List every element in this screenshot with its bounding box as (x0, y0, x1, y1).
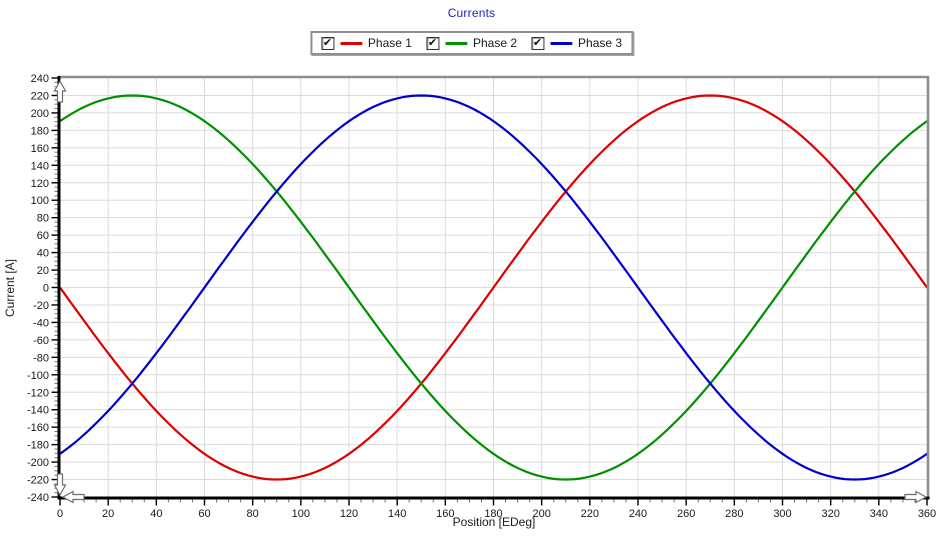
x-tick-label: 200 (532, 508, 550, 520)
phase2-checkbox[interactable]: ✔ (425, 36, 439, 50)
x-tick-label: 240 (629, 508, 647, 520)
y-tick-label: 200 (31, 108, 49, 120)
series-curve-1 (58, 94, 929, 481)
phase1-checkbox[interactable]: ✔ (320, 36, 334, 50)
pan-left-arrow-icon[interactable] (61, 490, 85, 504)
x-tick-label: 120 (340, 508, 358, 520)
x-tick-label: 60 (198, 508, 210, 520)
y-tick-label: 20 (37, 265, 49, 277)
x-tick-label: 80 (247, 508, 259, 520)
x-tick-label: 340 (870, 508, 888, 520)
pan-down-arrow-icon[interactable] (53, 473, 67, 497)
y-tick-label: -220 (27, 475, 49, 487)
x-tick-label: 100 (292, 508, 310, 520)
phase2-line-swatch (444, 41, 467, 45)
phase3-checkbox[interactable]: ✔ (531, 36, 545, 50)
y-tick-label: 120 (31, 178, 49, 190)
legend-item-phase1[interactable]: ✔ Phase 1 (320, 36, 412, 50)
y-tick-label: 0 (43, 283, 49, 295)
y-tick-label: -120 (27, 387, 49, 399)
y-tick-label: 80 (37, 213, 49, 225)
y-tick-label: 140 (31, 160, 49, 172)
y-tick-label: 180 (31, 125, 49, 137)
x-tick-label: 20 (102, 508, 114, 520)
y-tick-label: -60 (33, 335, 49, 347)
y-tick-label: -80 (33, 352, 49, 364)
x-tick-label: 180 (484, 508, 502, 520)
pan-right-arrow-icon[interactable] (904, 490, 928, 504)
x-tick-label: 220 (581, 508, 599, 520)
phase1-line-swatch (339, 41, 362, 45)
x-axis-title: Position [EDeg] (452, 515, 536, 529)
y-tick-label: -100 (27, 370, 49, 382)
y-tick-label: 240 (31, 73, 49, 85)
y-tick-label: 60 (37, 230, 49, 242)
phase3-label: Phase 3 (578, 36, 623, 50)
x-tick-label: 260 (677, 508, 695, 520)
x-tick-label: 140 (388, 508, 406, 520)
x-tick-label: 280 (725, 508, 743, 520)
y-tick-label: -40 (33, 317, 49, 329)
phase2-label: Phase 2 (472, 36, 518, 50)
y-tick-label: 100 (31, 195, 49, 207)
y-tick-label: -20 (33, 300, 49, 312)
y-tick-label: -160 (27, 422, 49, 434)
y-tick-label: -240 (27, 492, 49, 504)
series-curve-2 (58, 94, 929, 481)
y-tick-label: 220 (31, 90, 49, 102)
pan-up-arrow-icon[interactable] (53, 79, 67, 103)
x-tick-label: 40 (150, 508, 162, 520)
x-tick-label: 360 (918, 508, 936, 520)
phase3-line-swatch (550, 41, 573, 45)
x-tick-label: 320 (821, 508, 839, 520)
legend-item-phase3[interactable]: ✔ Phase 3 (531, 36, 622, 50)
x-tick-label: 0 (57, 508, 63, 520)
legend-item-phase2[interactable]: ✔ Phase 2 (425, 36, 518, 50)
x-tick-label: 160 (436, 508, 454, 520)
y-tick-label: 160 (31, 143, 49, 155)
y-tick-label: -180 (27, 440, 49, 452)
y-tick-label: -140 (27, 405, 49, 417)
y-axis-title: Current [A] (3, 258, 17, 318)
chart-title: Currents (447, 6, 496, 20)
phase1-label: Phase 1 (367, 36, 412, 50)
series-curve-3 (58, 94, 929, 481)
legend-box: ✔ Phase 1 ✔ Phase 2 ✔ Phase 3 (309, 31, 634, 55)
y-tick-label: 40 (37, 248, 49, 260)
x-tick-label: 300 (773, 508, 791, 520)
y-tick-label: -200 (27, 457, 49, 469)
